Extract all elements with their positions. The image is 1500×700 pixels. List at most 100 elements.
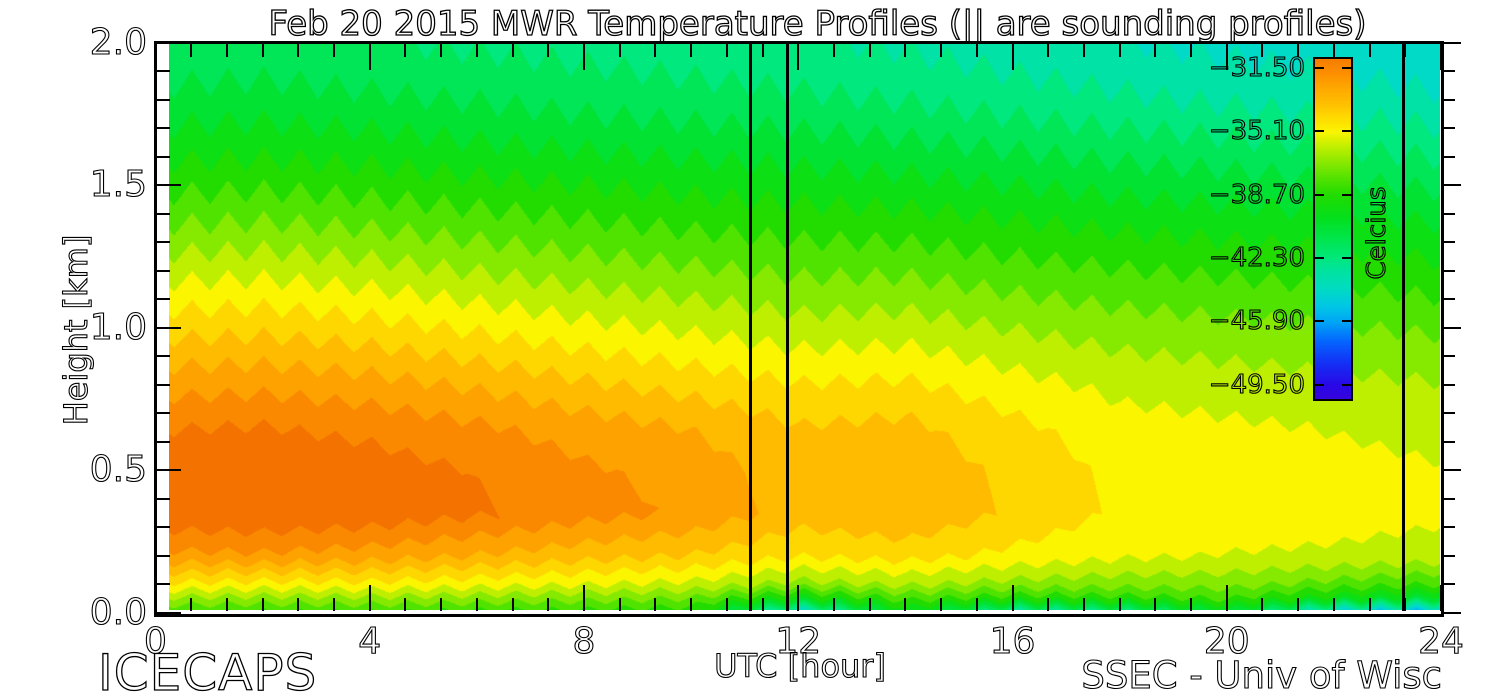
x-minor-tick-top (940, 44, 943, 57)
x-minor-tick (904, 598, 907, 611)
y-tick-label: 1.5 (89, 164, 147, 205)
x-minor-tick (654, 598, 657, 611)
y-minor-tick-right (1444, 440, 1455, 443)
y-minor-tick (157, 155, 170, 158)
x-minor-tick (1404, 598, 1407, 611)
y-minor-tick (157, 583, 170, 585)
x-minor-tick-top (725, 44, 728, 57)
x-major-tick-top (1225, 44, 1228, 70)
x-minor-tick (1368, 598, 1371, 611)
x-minor-tick-top (404, 44, 407, 57)
y-minor-tick-right (1444, 383, 1455, 386)
y-major-tick-right (1444, 184, 1461, 186)
y-minor-tick (157, 241, 170, 243)
x-minor-tick-top (511, 44, 514, 57)
y-major-tick (157, 469, 181, 471)
x-minor-tick (190, 598, 193, 611)
x-tick-label: 0 (143, 620, 167, 662)
x-tick-label: 4 (358, 620, 382, 662)
y-minor-tick (157, 383, 170, 386)
colorbar-tick-label: −45.90 (1208, 306, 1305, 337)
x-minor-tick-top (547, 44, 550, 57)
x-minor-tick (333, 598, 336, 611)
colorbar-title: Celcius (1361, 186, 1392, 280)
x-minor-tick-top (904, 44, 907, 57)
colorbar-tick-right (1342, 257, 1351, 260)
x-minor-tick (511, 598, 514, 611)
y-minor-tick-right (1444, 497, 1455, 500)
x-tick-label: 20 (1203, 620, 1250, 662)
x-minor-tick-top (1118, 44, 1121, 57)
x-minor-tick-top (1404, 44, 1407, 57)
colorbar-tick-label: −31.50 (1208, 52, 1305, 83)
x-axis-title: UTC [hour] (714, 646, 887, 685)
x-major-tick-top (1011, 44, 1014, 70)
y-minor-tick (157, 554, 170, 557)
y-minor-tick-right (1444, 98, 1455, 101)
y-minor-tick (157, 98, 170, 101)
colorbar-tick-label: −35.10 (1208, 116, 1305, 147)
y-minor-tick (157, 526, 170, 528)
x-minor-tick-top (1047, 44, 1050, 57)
x-minor-tick-top (832, 44, 835, 57)
y-minor-tick-right (1444, 241, 1455, 243)
sounding-profile-line (1402, 44, 1405, 611)
y-minor-tick-right (1444, 127, 1455, 129)
y-minor-tick-right (1444, 526, 1455, 528)
x-minor-tick (440, 598, 443, 611)
x-minor-tick (690, 598, 693, 611)
x-minor-tick-top (440, 44, 443, 57)
heatmap-canvas (169, 44, 1440, 610)
y-major-tick (157, 41, 181, 44)
x-major-tick (797, 585, 800, 611)
x-minor-tick-top (1190, 44, 1193, 57)
y-minor-tick-right (1444, 155, 1455, 158)
x-minor-tick-top (261, 44, 264, 57)
y-major-tick-right (1444, 611, 1461, 614)
y-minor-tick (157, 127, 170, 129)
y-tick-label: 1.0 (89, 306, 147, 348)
y-tick-label: 2.0 (89, 21, 147, 63)
y-minor-tick-right (1444, 355, 1455, 357)
colorbar-tick (1315, 383, 1324, 386)
colorbar-tick (1315, 193, 1324, 196)
x-minor-tick (1190, 598, 1193, 611)
y-minor-tick (157, 497, 170, 500)
x-tick-label: 12 (775, 620, 822, 662)
x-minor-tick (1047, 598, 1050, 611)
x-minor-tick-top (1154, 44, 1157, 57)
y-minor-tick-right (1444, 212, 1455, 215)
x-minor-tick-top (475, 44, 478, 57)
x-minor-tick (940, 598, 943, 611)
x-minor-tick (618, 598, 621, 611)
x-major-tick (154, 585, 157, 611)
x-minor-tick (868, 598, 871, 611)
y-major-tick-right (1444, 469, 1461, 471)
x-tick-label: 16 (989, 620, 1036, 662)
x-minor-tick-top (1261, 44, 1264, 57)
x-major-tick-top (368, 44, 371, 70)
y-major-tick (157, 326, 181, 329)
x-major-tick (368, 585, 371, 611)
x-major-tick (1225, 585, 1228, 611)
colorbar-tick-right (1342, 193, 1351, 196)
x-minor-tick (475, 598, 478, 611)
sounding-profile-line (748, 44, 752, 611)
x-minor-tick-top (1082, 44, 1085, 57)
x-minor-tick-top (975, 44, 978, 57)
x-major-tick (1011, 585, 1014, 611)
y-major-tick-right (1444, 326, 1461, 329)
y-minor-tick-right (1444, 554, 1455, 557)
x-minor-tick-top (297, 44, 300, 57)
colorbar-tick (1315, 66, 1324, 69)
x-minor-tick-top (654, 44, 657, 57)
x-minor-tick-top (1332, 44, 1335, 57)
x-minor-tick-top (761, 44, 764, 57)
x-minor-tick-top (190, 44, 193, 57)
colorbar-tick (1315, 257, 1324, 260)
colorbar-canvas (1315, 59, 1351, 399)
colorbar-tick-right (1342, 130, 1351, 133)
credit-label: SSEC - Univ of Wisc (1081, 653, 1443, 697)
x-major-tick (1440, 585, 1442, 611)
x-major-tick-top (1440, 44, 1442, 70)
